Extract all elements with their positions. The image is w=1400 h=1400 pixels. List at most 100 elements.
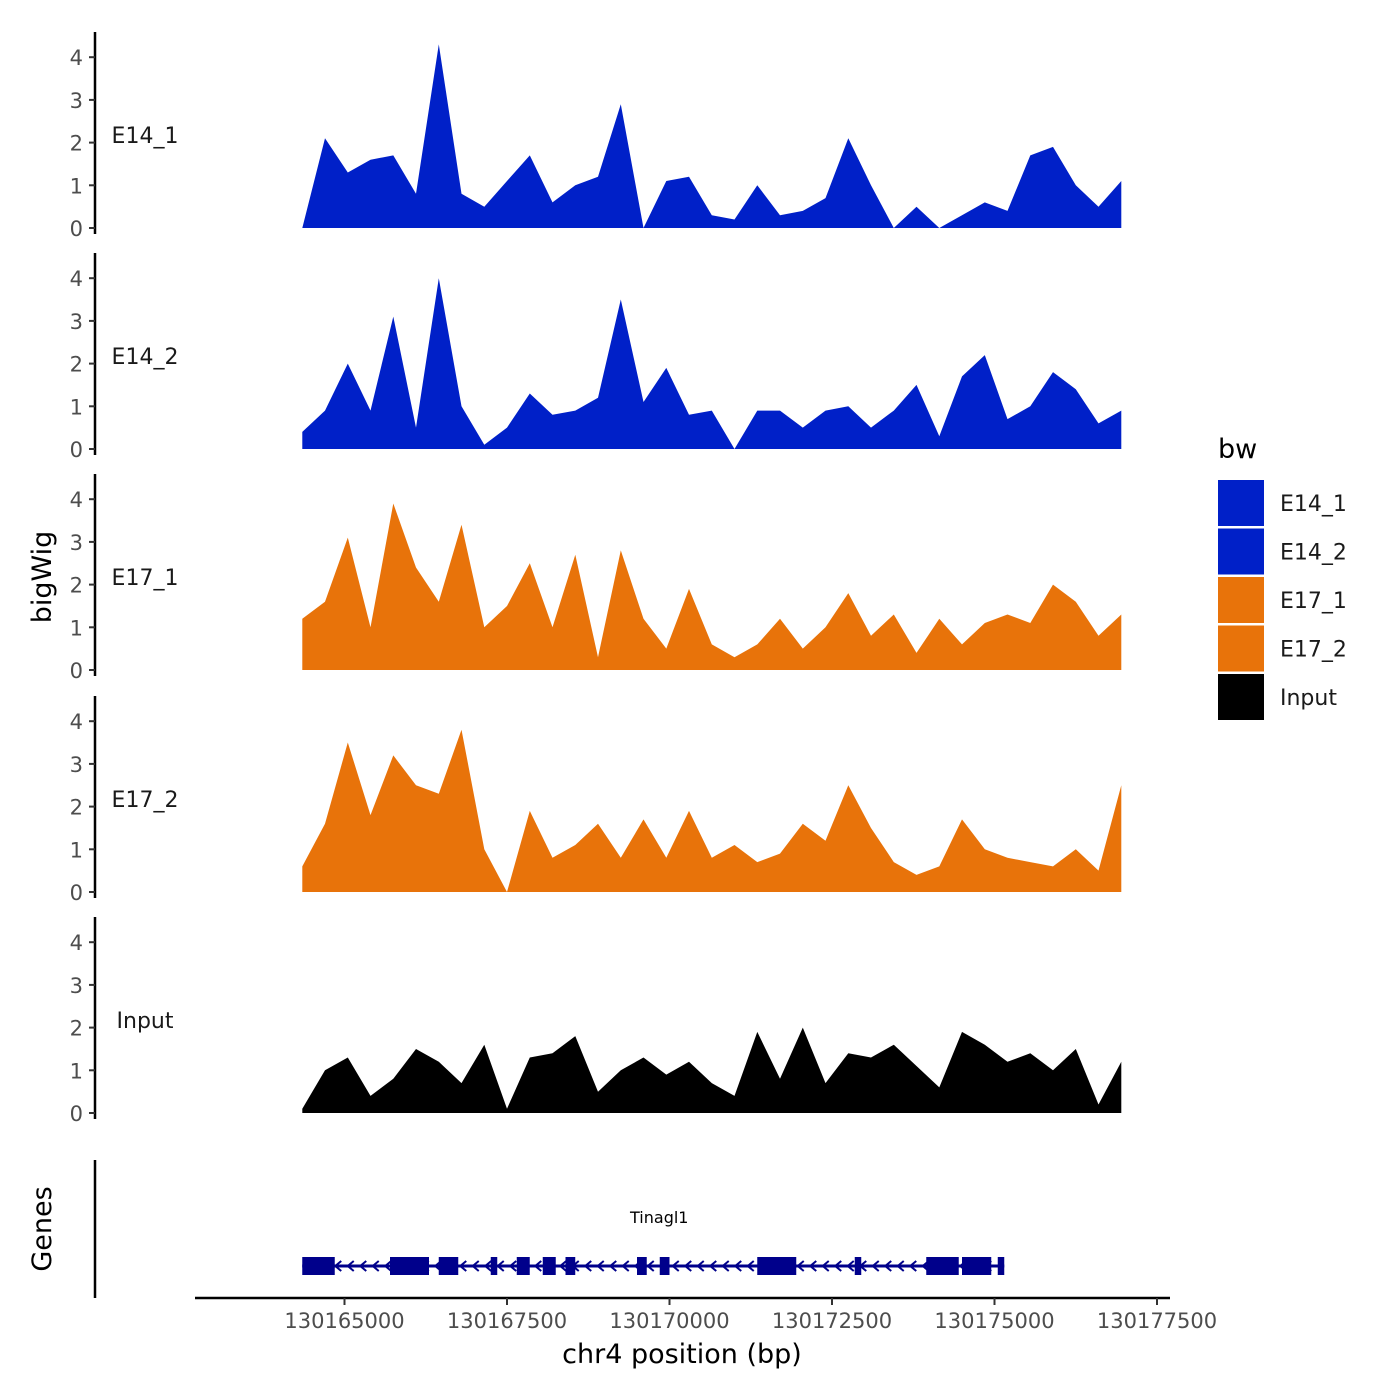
x-tick-label: 130177500 — [1097, 1309, 1217, 1333]
area-series-input — [302, 1027, 1122, 1113]
strand-arrow — [458, 1260, 467, 1272]
strand-arrow — [383, 1260, 392, 1272]
strand-arrow — [808, 1260, 817, 1272]
strand-arrow — [821, 1260, 830, 1272]
legend-item: E17_2 — [1218, 625, 1347, 672]
legend-item: E17_1 — [1218, 577, 1347, 623]
strand-arrow — [533, 1260, 542, 1272]
y-tick-label: 3 — [70, 310, 83, 334]
legend-label: E14_2 — [1280, 541, 1347, 566]
y-tick-label: 1 — [70, 838, 83, 862]
gene-exon — [926, 1257, 959, 1275]
y-tick-label: 4 — [70, 488, 83, 512]
strand-arrow — [833, 1260, 842, 1272]
gene-exon — [302, 1257, 335, 1275]
x-tick-label: 130175000 — [934, 1309, 1054, 1333]
x-axis-title: chr4 position (bp) — [562, 1339, 802, 1370]
y-tick-label: 0 — [70, 1102, 83, 1126]
strand-arrow — [746, 1260, 755, 1272]
legend-label: E14_1 — [1280, 492, 1347, 517]
gene-name-label: Tinagl1 — [629, 1208, 688, 1227]
y-tick-label: 1 — [70, 616, 83, 640]
legend-item: E14_1 — [1218, 480, 1347, 526]
legend: bw E14_1 E14_2 E17_1 E17_2 Input — [1218, 434, 1347, 720]
strand-arrow — [871, 1260, 880, 1272]
x-tick-label: 130170000 — [609, 1309, 729, 1333]
gene-exon — [516, 1257, 530, 1275]
y-tick-label: 1 — [70, 1059, 83, 1083]
x-tick-label: 130165000 — [284, 1309, 404, 1333]
strand-arrow — [696, 1260, 705, 1272]
gene-exon — [438, 1257, 459, 1275]
track-label: E14_2 — [112, 345, 179, 370]
strand-arrow — [483, 1260, 492, 1272]
strand-arrow — [896, 1260, 905, 1272]
legend-label: E17_1 — [1280, 589, 1347, 614]
strand-arrow — [508, 1260, 517, 1272]
gene-exon — [637, 1257, 647, 1275]
area-series-e14-1 — [302, 44, 1122, 229]
y-tick-label: 2 — [70, 353, 83, 377]
strand-arrow — [846, 1260, 855, 1272]
y-tick-label: 2 — [70, 796, 83, 820]
x-axis: 130165000 130167500 130170000 130172500 1301… — [195, 1296, 1217, 1333]
y-axis-title: bigWig — [27, 531, 58, 624]
strand-arrow — [733, 1260, 742, 1272]
gene-exon — [757, 1257, 797, 1275]
y-tick-label: 4 — [70, 931, 83, 955]
area-series-e17-1 — [302, 503, 1122, 670]
legend-swatch — [1218, 674, 1264, 720]
strand-arrow — [496, 1260, 505, 1272]
y-tick-label: 0 — [70, 881, 83, 905]
legend-item: E14_2 — [1218, 528, 1347, 575]
gene-exon — [659, 1257, 670, 1275]
y-tick-label: 3 — [70, 531, 83, 555]
track-input: 0 1 2 3 4 Input — [70, 917, 1122, 1126]
y-tick-label: 3 — [70, 89, 83, 113]
y-tick-label: 1 — [70, 174, 83, 198]
track-label: E17_1 — [112, 566, 179, 591]
legend-swatch — [1218, 528, 1264, 575]
y-tick-label: 1 — [70, 395, 83, 419]
y-tick-label: 2 — [70, 132, 83, 156]
strand-arrow — [558, 1260, 567, 1272]
legend-swatch — [1218, 625, 1264, 672]
gene-model-tinagl1: Tinagl1 — [302, 1208, 1005, 1275]
track-e17-2: 0 1 2 3 4 E17_2 — [70, 696, 1122, 905]
strand-arrow — [371, 1260, 380, 1272]
strand-arrow — [708, 1260, 717, 1272]
track-label: E14_1 — [112, 124, 179, 149]
track-e17-1: 0 1 2 3 4 E17_1 — [70, 474, 1122, 683]
strand-arrow — [608, 1260, 617, 1272]
strand-arrow — [671, 1260, 680, 1272]
x-tick-label: 130167500 — [447, 1309, 567, 1333]
strand-arrow — [796, 1260, 805, 1272]
legend-label: E17_2 — [1280, 638, 1347, 663]
genes-axis-title: Genes — [27, 1186, 58, 1271]
legend-item: Input — [1218, 674, 1337, 720]
strand-arrow — [621, 1260, 630, 1272]
strand-arrow — [908, 1260, 917, 1272]
track-e14-2: 0 1 2 3 4 E14_2 — [70, 253, 1122, 462]
y-tick-label: 3 — [70, 974, 83, 998]
gene-exon — [390, 1257, 429, 1275]
gene-exon — [565, 1257, 576, 1275]
strand-arrow — [646, 1260, 655, 1272]
strand-arrow — [721, 1260, 730, 1272]
gene-exon — [490, 1257, 498, 1275]
strand-arrow — [333, 1260, 342, 1272]
y-tick-label: 0 — [70, 438, 83, 462]
bigwig-tracks: 0 1 2 3 4 E14_1 0 1 2 3 4 E14_2 0 1 2 3 4 E17_1 0 1 2 3 4 E17_2… — [70, 32, 1122, 1126]
gene-exon — [997, 1257, 1005, 1275]
genes-panel: Tinagl1 — [93, 1160, 1005, 1298]
track-label: Input — [117, 1009, 174, 1034]
y-tick-label: 0 — [70, 659, 83, 683]
gene-exon — [962, 1257, 992, 1275]
legend-swatch — [1218, 480, 1264, 526]
legend-title: bw — [1218, 434, 1257, 465]
strand-arrow — [596, 1260, 605, 1272]
strand-arrow — [471, 1260, 480, 1272]
strand-arrow — [583, 1260, 592, 1272]
y-tick-label: 4 — [70, 267, 83, 291]
